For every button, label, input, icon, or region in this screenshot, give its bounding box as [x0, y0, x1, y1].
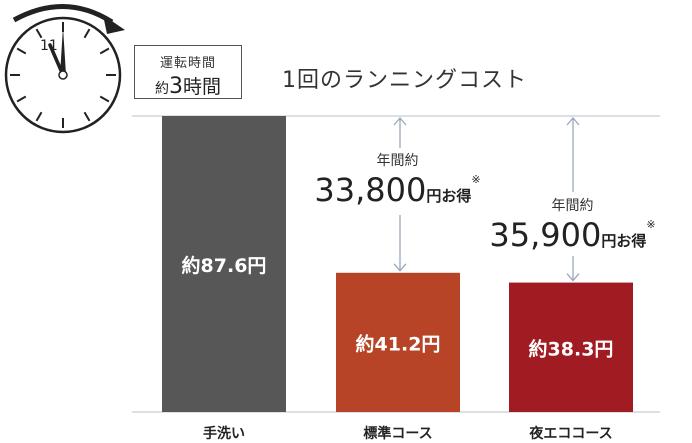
arrow-standard-top-head — [393, 117, 407, 126]
chart-title: 1回のランニングコスト — [282, 68, 527, 93]
clock-tick — [35, 28, 43, 39]
saving-standard-note: ※ — [471, 173, 481, 186]
running-time-label: 運転時間 — [159, 56, 216, 71]
running-time-suffix: 時間 — [182, 76, 221, 98]
category-label-handwash: 手洗い — [203, 425, 245, 442]
clock-rotation-arrowhead — [103, 15, 125, 34]
clock-tick — [16, 47, 27, 55]
bar-standard — [336, 272, 460, 412]
saving-standard-amount: 33,800 — [314, 171, 427, 209]
clock-tick — [83, 28, 91, 39]
arrow-standard-bottom-head — [393, 263, 407, 272]
saving-night-eco-label: 年間約 — [551, 198, 594, 214]
saving-night-eco-unit: 円お得 — [601, 232, 647, 250]
category-label-standard: 標準コース — [363, 425, 432, 442]
clock-icon: 11 — [4, 4, 125, 134]
saving-night-eco-amount-line: 35,900円お得※ — [480, 219, 665, 251]
clock-tick — [35, 111, 43, 122]
clock-rotation-arc — [12, 4, 114, 25]
category-labels: 手洗い 標準コース 夜エココース — [203, 425, 613, 442]
clock-tick — [16, 95, 27, 103]
bar-value-label-standard: 約41.2円 — [356, 332, 441, 355]
bar-handwash — [162, 116, 286, 412]
saving-standard: 年間約 33,800円お得※ — [305, 150, 490, 206]
saving-standard-amount-line: 33,800円お得※ — [305, 174, 490, 206]
bar-value-label-handwash: 約87.6円 — [182, 254, 267, 277]
running-time-value: 約3時間 — [135, 72, 241, 99]
saving-night-eco: 年間約 35,900円お得※ — [480, 195, 665, 251]
clock-tick — [83, 111, 91, 122]
category-label-night-eco: 夜エココース — [528, 425, 612, 442]
arrow-night-eco-bottom-head — [566, 273, 580, 282]
running-time-prefix: 約 — [154, 81, 169, 97]
running-time-number: 3 — [168, 74, 183, 99]
clock-tick — [99, 47, 110, 55]
saving-standard-label: 年間約 — [376, 153, 419, 169]
saving-night-eco-note: ※ — [646, 218, 656, 231]
bar-night-eco — [509, 282, 633, 412]
clock-tick — [99, 95, 110, 103]
bar-value-label-night-eco: 約38.3円 — [529, 337, 614, 360]
running-time-box: 運転時間 約3時間 — [134, 45, 242, 99]
clock-center — [58, 70, 68, 80]
clock-minute-hand — [60, 27, 66, 75]
saving-night-eco-amount: 35,900 — [489, 216, 602, 254]
arrow-night-eco-top-head — [566, 117, 580, 126]
saving-standard-unit: 円お得 — [426, 187, 472, 205]
